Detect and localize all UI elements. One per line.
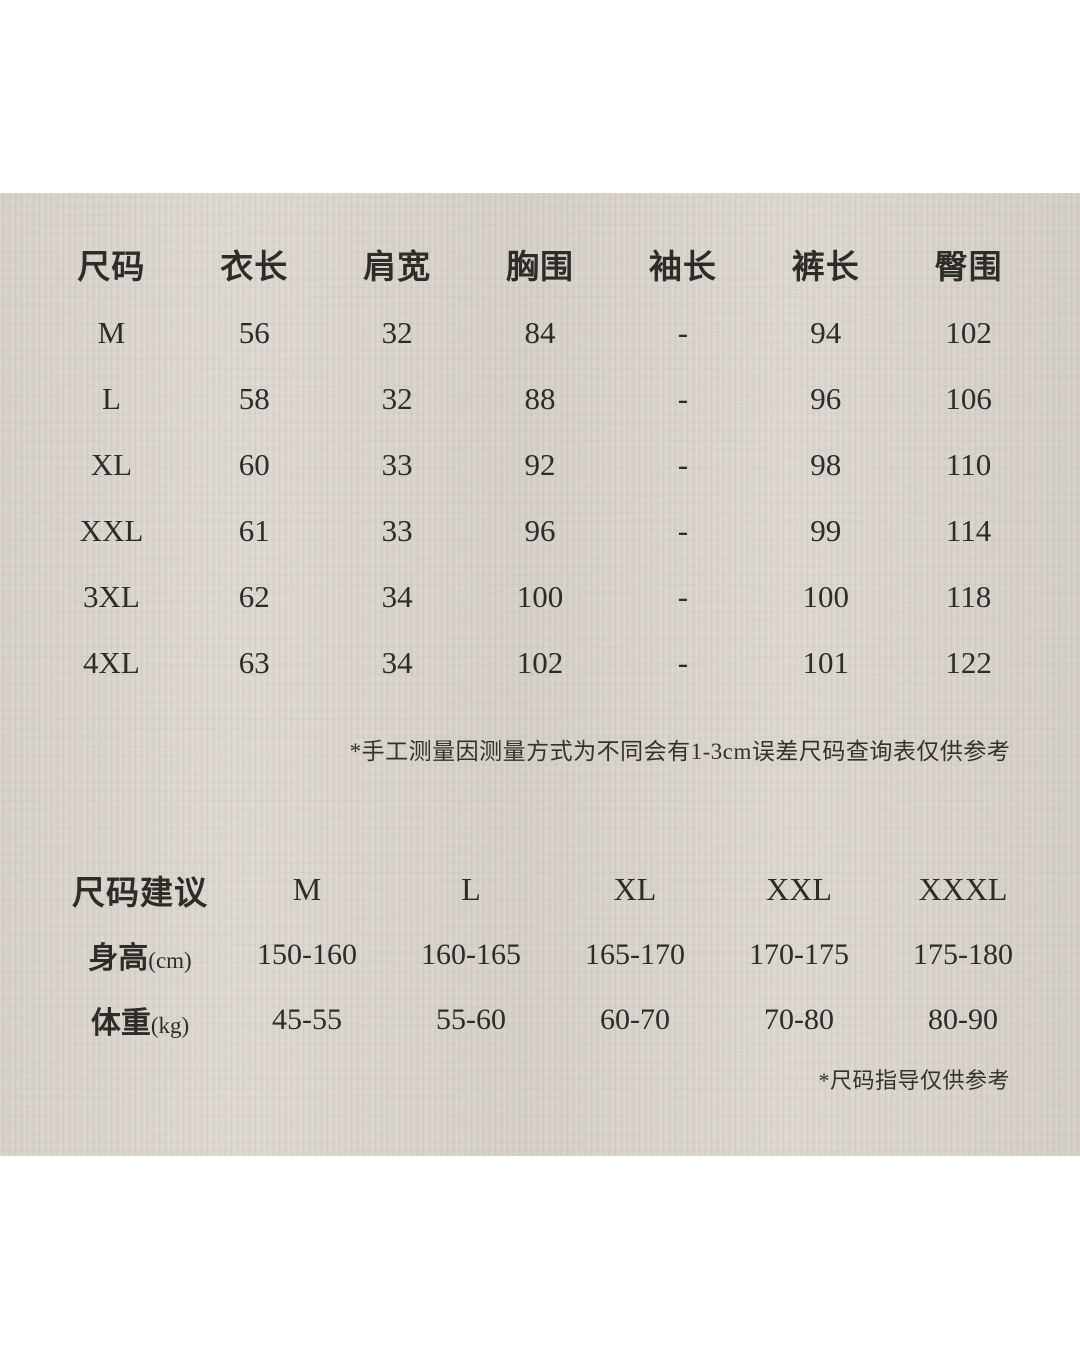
table-cell: 34	[381, 579, 413, 614]
table-cell: 63	[238, 645, 270, 680]
table-cell: 33	[381, 513, 413, 548]
table-cell: 106	[945, 381, 992, 416]
table-cell: -	[677, 513, 689, 548]
height-cell: 170-175	[749, 937, 849, 971]
table-cell: 99	[810, 513, 842, 548]
table-cell: 114	[945, 513, 992, 548]
size-label: XL	[90, 447, 133, 482]
column-header-pants: 裤长	[791, 250, 860, 286]
size-label: XXL	[79, 513, 144, 548]
table-cell: 98	[810, 447, 842, 482]
suggestion-size-xxl: XXL	[766, 871, 832, 907]
table-cell: -	[677, 315, 689, 350]
table-cell: 32	[381, 315, 413, 350]
suggestion-size-xl: XL	[613, 871, 657, 907]
height-label-text: 身高	[88, 941, 149, 975]
height-cell: 160-165	[421, 937, 521, 971]
table-cell: 110	[945, 447, 992, 482]
table-cell: 56	[238, 315, 270, 350]
suggestion-size-xxxl: XXXL	[918, 871, 1008, 907]
table-cell: 101	[802, 645, 849, 680]
weight-label-unit: (kg)	[150, 1012, 190, 1038]
measurement-disclaimer: *手工测量因测量方式为不同会有1-3cm误差尺码查询表仅供参考	[349, 739, 1011, 764]
size-label: 4XL	[83, 645, 140, 680]
height-label-unit: (cm)	[148, 947, 192, 973]
table-cell: 94	[810, 315, 842, 350]
table-cell: 58	[238, 381, 270, 416]
table-cell: 88	[524, 381, 556, 416]
height-cell: 150-160	[257, 937, 357, 971]
table-cell: 60	[238, 447, 270, 482]
size-suggestion-table: 尺码建议 M L XL XXL XXXL 身高(cm) 150-160 160-…	[55, 857, 1045, 1052]
table-cell: 100	[802, 579, 849, 614]
weight-cell: 60-70	[600, 1002, 670, 1036]
table-cell: -	[677, 645, 689, 680]
table-cell: -	[677, 447, 689, 482]
suggestion-title: 尺码建议	[72, 875, 208, 912]
table-cell: 84	[524, 315, 556, 350]
table-cell: 33	[381, 447, 413, 482]
column-header-size: 尺码	[77, 250, 146, 286]
height-cell: 165-170	[585, 937, 685, 971]
table-cell: 102	[945, 315, 992, 350]
table-cell: 102	[516, 645, 564, 680]
size-label: L	[101, 381, 121, 416]
suggestion-size-l: L	[461, 871, 481, 907]
column-header-sleeve: 袖长	[648, 250, 717, 286]
table-cell: 118	[945, 579, 992, 614]
table-cell: 61	[238, 513, 270, 548]
table-cell: 122	[945, 645, 992, 680]
column-header-length: 衣长	[220, 250, 289, 286]
column-header-shoulder: 肩宽	[363, 250, 432, 286]
table-cell: 34	[381, 645, 413, 680]
weight-cell: 55-60	[436, 1002, 506, 1036]
table-cell: 100	[516, 579, 564, 614]
suggestion-size-m: M	[292, 871, 322, 907]
table-cell: 92	[524, 447, 556, 482]
size-label: 3XL	[83, 579, 140, 614]
weight-row-label: 体重(kg)	[55, 998, 225, 1042]
table-cell: 96	[810, 381, 842, 416]
table-cell: 62	[238, 579, 270, 614]
column-header-chest: 胸围	[505, 250, 574, 286]
weight-label-text: 体重	[90, 1006, 151, 1040]
column-header-hip: 臀围	[934, 250, 1003, 286]
weight-cell: 70-80	[764, 1002, 834, 1036]
size-label: M	[97, 315, 126, 350]
height-row-label: 身高(cm)	[55, 933, 225, 977]
table-cell: 96	[524, 513, 556, 548]
table-cell: 32	[381, 381, 413, 416]
measurement-table: 尺码 衣长 肩宽 胸围 袖长 裤长 臀围 M 56 32 84 - 94 102…	[40, 228, 1040, 696]
height-cell: 175-180	[913, 937, 1013, 971]
weight-cell: 45-55	[272, 1002, 342, 1036]
table-cell: -	[677, 381, 689, 416]
table-cell: -	[677, 579, 689, 614]
suggestion-disclaimer: *尺码指导仅供参考	[818, 1068, 1010, 1093]
weight-cell: 80-90	[928, 1002, 998, 1036]
